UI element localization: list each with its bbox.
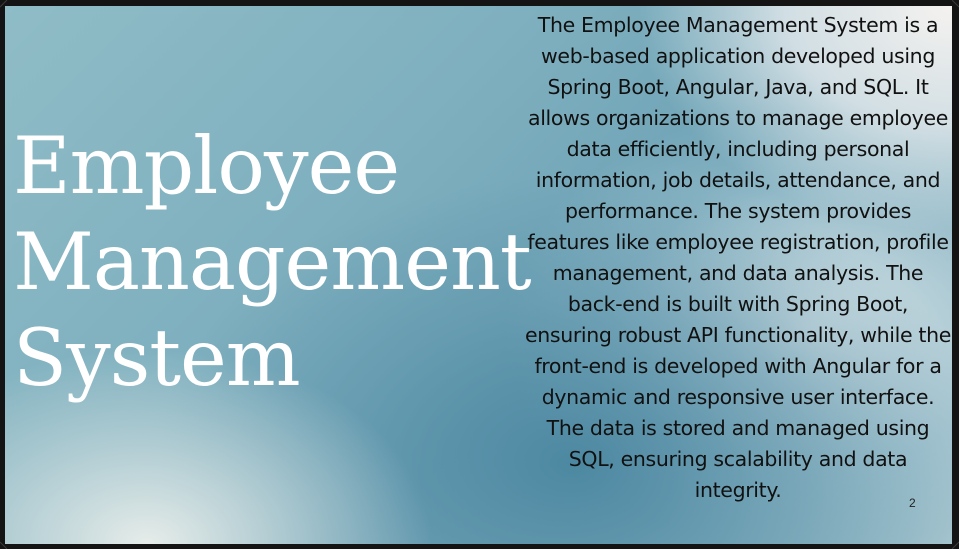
slide-canvas: Employee Management System The Employee …: [5, 6, 952, 544]
slide-description: The Employee Management System is a web-…: [524, 13, 952, 502]
corner-handle-icon: [0, 541, 8, 549]
corner-handle-icon: [951, 541, 959, 549]
corner-handle-icon: [951, 0, 959, 8]
corner-handle-icon: [0, 0, 8, 8]
slide-title: Employee Management System: [13, 120, 532, 404]
page-number: 2: [909, 496, 916, 510]
